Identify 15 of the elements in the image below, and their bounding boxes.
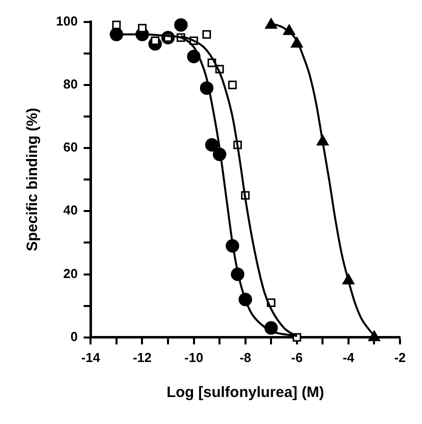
x-axis-title: Log [sulfonylurea] (M) (166, 384, 324, 402)
y-tick-label: 20 (63, 266, 78, 281)
y-tick-label: 0 (70, 328, 78, 344)
x-tick-label: -6 (291, 350, 303, 365)
y-tick-label: 60 (63, 140, 78, 155)
y-axis-title: Specific binding (%) (24, 108, 42, 252)
x-tick-label: -12 (132, 350, 152, 365)
x-tick-label: -2 (394, 350, 406, 365)
y-tick-label: 80 (63, 76, 78, 92)
x-tick-label: -8 (240, 350, 252, 365)
x-tick-label: -4 (342, 350, 355, 365)
x-tick-label: -14 (81, 350, 101, 365)
y-tick-label: 40 (63, 202, 78, 218)
y-tick-label: 100 (56, 13, 78, 28)
x-tick-label: -10 (184, 350, 204, 365)
